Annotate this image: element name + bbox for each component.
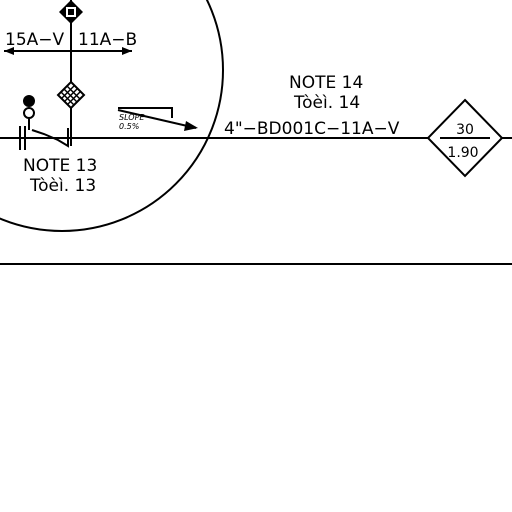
callout-circle — [0, 0, 224, 232]
line-number-label: 4"−BD001C−11A−V — [224, 119, 400, 139]
right-spec-label: 11A−B — [78, 30, 137, 50]
note-13-title: NOTE 13 — [23, 156, 97, 176]
note-14-subtitle: Tòèì. 14 — [293, 93, 360, 113]
strainer-icon — [56, 80, 86, 110]
diamond-tag-bottom: 1.90 — [447, 145, 478, 161]
drain-connection-icon — [31, 118, 72, 148]
top-valve-icon — [59, 0, 83, 24]
instrument-icon — [23, 95, 35, 130]
slope-label-2: 0.5% — [119, 122, 139, 131]
flange-icon — [19, 126, 26, 150]
note-13-subtitle: Tòèì. 13 — [29, 176, 96, 196]
left-spec-label: 15A−V — [5, 30, 65, 50]
slope-indicator — [117, 107, 198, 131]
slope-label-1: SLOPE — [119, 113, 145, 122]
diamond-tag-top: 30 — [456, 122, 474, 138]
elevation-diamond-tag — [426, 98, 504, 178]
note-14-title: NOTE 14 — [289, 73, 363, 93]
spec-break-line — [4, 47, 132, 55]
